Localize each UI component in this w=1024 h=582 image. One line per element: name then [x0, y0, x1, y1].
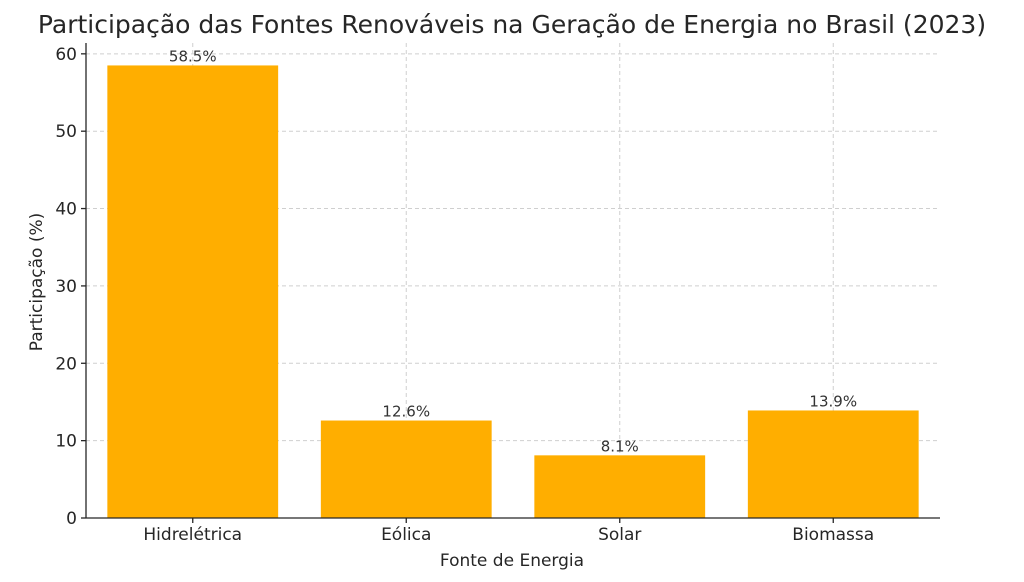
y-tick-label: 0: [66, 509, 77, 529]
x-axis-label: Fonte de Energia: [440, 551, 584, 571]
y-tick-label: 30: [55, 277, 77, 297]
bars: [107, 65, 919, 519]
bar-value-label: 12.6%: [382, 403, 430, 421]
y-tick-label: 10: [55, 432, 77, 452]
y-axis-label: Participação (%): [27, 213, 47, 352]
bar: [320, 420, 492, 518]
x-tick-label: Biomassa: [792, 525, 874, 545]
bar-value-label: 13.9%: [809, 392, 857, 410]
y-tick-label: 50: [55, 122, 77, 142]
bar-value-label: 58.5%: [169, 47, 217, 65]
x-tick-label: Solar: [598, 525, 641, 545]
bar: [107, 65, 279, 519]
y-tick-label: 20: [55, 354, 77, 374]
x-tick-label: Hidrelétrica: [143, 525, 242, 545]
y-tick-label: 60: [55, 45, 77, 65]
bar: [534, 455, 706, 518]
chart-title: Participação das Fontes Renováveis na Ge…: [38, 10, 986, 39]
x-tick-label: Eólica: [381, 525, 431, 545]
bar: [747, 410, 919, 518]
data-labels: 58.5% 12.6% 8.1% 13.9%: [169, 47, 857, 455]
axes: 0 10 20 30 40 50 60 Hidrelétrica Eólica Solar Biom…: [55, 43, 940, 545]
bar-value-label: 8.1%: [601, 437, 639, 455]
y-tick-label: 40: [55, 200, 77, 220]
